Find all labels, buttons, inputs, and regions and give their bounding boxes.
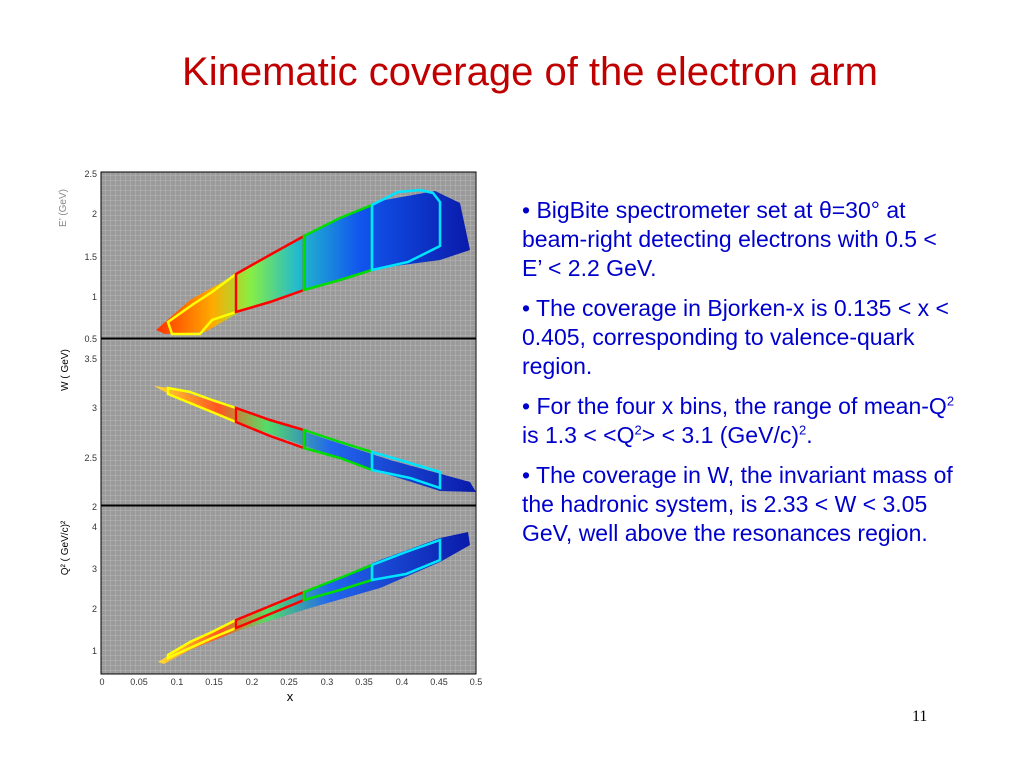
x-tick-label: 0.05 bbox=[130, 677, 148, 687]
bullet-list: • BigBite spectrometer set at θ=30° at b… bbox=[522, 196, 962, 559]
bullet-item: • BigBite spectrometer set at θ=30° at b… bbox=[522, 197, 937, 281]
x-tick-label: 0.5 bbox=[470, 677, 483, 687]
y-tick-label: 2 bbox=[92, 604, 97, 614]
bullet-text: is 1.3 < <Q bbox=[522, 422, 635, 448]
y-tick-label: 2.5 bbox=[84, 169, 97, 179]
x-tick-label: 0.4 bbox=[396, 677, 409, 687]
bin4-outline-q2 bbox=[370, 538, 442, 582]
y-tick-label: 3 bbox=[92, 564, 97, 574]
bullet-item: • The coverage in Bjorken-x is 0.135 < x… bbox=[522, 295, 949, 379]
y-tick-label: 3 bbox=[92, 403, 97, 413]
bin4-outline-w bbox=[370, 450, 442, 490]
bullet-item: • The coverage in W, the invariant mass … bbox=[522, 462, 953, 546]
y-axis-label-q2: Q² ( GeV/c)² bbox=[60, 520, 71, 575]
x-tick-label: 0 bbox=[99, 677, 104, 687]
panel-q2-background bbox=[100, 505, 477, 675]
y-tick-label: 4 bbox=[92, 522, 97, 532]
x-tick-label: 0.45 bbox=[430, 677, 448, 687]
slide-number: 11 bbox=[912, 708, 928, 725]
x-axis-label: x bbox=[287, 689, 294, 704]
y-tick-label: 3.5 bbox=[84, 354, 97, 364]
w-distribution bbox=[154, 386, 476, 492]
y-tick-label: 1 bbox=[92, 292, 97, 302]
bullet-text: > < 3.1 (GeV/c) bbox=[641, 422, 799, 448]
y-axis-label-w: W ( GeV) bbox=[60, 349, 71, 391]
bullet-text: . bbox=[806, 422, 813, 448]
x-tick-label: 0.25 bbox=[280, 677, 298, 687]
x-tick-label: 0.1 bbox=[171, 677, 184, 687]
y-tick-label: 2.5 bbox=[84, 453, 97, 463]
y-axis-label-e-prime: E’ (GeV) bbox=[58, 189, 69, 227]
superscript: 2 bbox=[799, 422, 807, 438]
x-tick-label: 0.35 bbox=[355, 677, 373, 687]
y-tick-label: 0.5 bbox=[84, 334, 97, 344]
superscript: 2 bbox=[634, 422, 642, 438]
x-tick-label: 0.3 bbox=[321, 677, 334, 687]
superscript: 2 bbox=[946, 393, 955, 409]
y-tick-label: 2 bbox=[92, 502, 97, 512]
e-prime-distribution bbox=[156, 191, 470, 334]
y-tick-label: 1 bbox=[92, 646, 97, 656]
y-tick-label: 1.5 bbox=[84, 252, 97, 262]
x-tick-label: 0.15 bbox=[205, 677, 223, 687]
bullet-text: • For the four x bins, the range of mean… bbox=[522, 393, 947, 419]
x-tick-label: 0.2 bbox=[246, 677, 259, 687]
kinematic-plots: 2.5 2 1.5 1 0.5 3.5 3 2.5 2 4 3 2 1 0 0.… bbox=[58, 169, 483, 704]
bin4-outline-e bbox=[370, 188, 442, 272]
y-tick-label: 2 bbox=[92, 209, 97, 219]
slide-title: Kinematic coverage of the electron arm bbox=[182, 50, 878, 94]
bullet-item: • For the four x bins, the range of mean… bbox=[522, 392, 962, 450]
